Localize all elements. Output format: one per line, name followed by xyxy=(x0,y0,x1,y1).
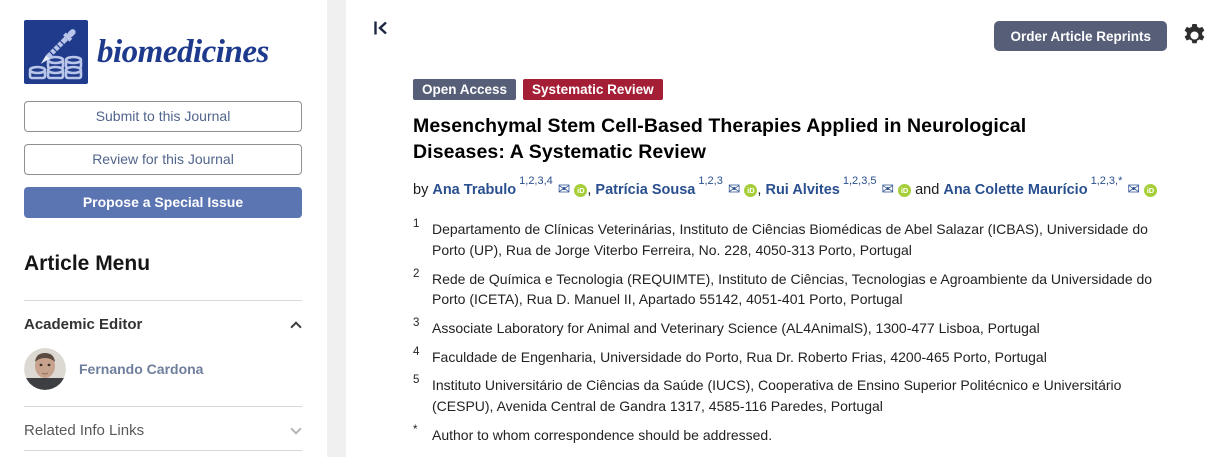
author-affiliation-sup: 1,2,3,4 xyxy=(519,174,553,187)
author-separator: and xyxy=(911,181,944,198)
affiliation-text: Rede de Química e Tecnologia (REQUIMTE),… xyxy=(432,270,1153,308)
review-for-journal-button[interactable]: Review for this Journal xyxy=(24,144,302,175)
submit-to-journal-button[interactable]: Submit to this Journal xyxy=(24,101,302,132)
author-name-link[interactable]: Ana Trabulo xyxy=(432,181,517,198)
related-info-links-label: Related Info Links xyxy=(24,422,145,439)
author-affiliation-sup: 1,2,3,* xyxy=(1090,174,1123,187)
affiliation-row: 2 Rede de Química e Tecnologia (REQUIMTE… xyxy=(413,267,1161,310)
article-menu-heading: Article Menu xyxy=(24,252,151,275)
article-badges: Open Access Systematic Review xyxy=(413,79,1173,100)
affiliation-text: Author to whom correspondence should be … xyxy=(432,426,773,443)
affiliation-number: 2 xyxy=(413,267,420,280)
author-byline: by Ana Trabulo1,2,3,4 ✉ iD, Patrícia Sousa… xyxy=(413,175,1157,202)
academic-editor-entry: Fernando Cardona xyxy=(24,348,302,390)
affiliation-text: Instituto Universitário de Ciências da S… xyxy=(432,377,1122,415)
affiliation-row: 4 Faculdade de Engenharia, Universidade … xyxy=(413,345,1161,368)
journal-logo[interactable]: biomedicines xyxy=(24,20,302,84)
author-separator: , xyxy=(757,181,766,198)
author-name-link[interactable]: Patrícia Sousa xyxy=(595,181,696,198)
email-icon[interactable]: ✉ xyxy=(557,180,571,198)
affiliations-list: 1 Departamento de Clínicas Veterinárias,… xyxy=(413,218,1161,446)
affiliation-row: 3 Associate Laboratory for Animal and Ve… xyxy=(413,317,1161,339)
related-info-links-toggle[interactable]: Related Info Links xyxy=(24,407,302,450)
academic-editor-section-toggle[interactable]: Academic Editor xyxy=(24,301,302,344)
divider xyxy=(24,300,302,301)
propose-special-issue-button[interactable]: Propose a Special Issue xyxy=(24,187,302,218)
email-icon[interactable]: ✉ xyxy=(881,180,895,198)
editor-name-link[interactable]: Fernando Cardona xyxy=(79,361,204,377)
affiliation-number: 4 xyxy=(413,345,420,358)
chevron-down-icon xyxy=(290,422,302,435)
affiliation-number: 1 xyxy=(413,218,420,231)
orcid-icon[interactable]: iD xyxy=(574,183,588,197)
chevron-up-icon xyxy=(290,320,302,333)
author-name-link[interactable]: Ana Colette Maurício xyxy=(943,181,1088,198)
gear-icon[interactable] xyxy=(1181,22,1208,49)
editor-avatar xyxy=(24,348,66,390)
article-content: Open Access Systematic Review Mesenchyma… xyxy=(413,79,1173,454)
collapse-sidebar-icon[interactable] xyxy=(372,19,390,37)
affiliation-text: Departamento de Clínicas Veterinárias, I… xyxy=(432,221,1148,258)
affiliation-row: 1 Departamento de Clínicas Veterinárias,… xyxy=(413,218,1161,260)
affiliation-row: * Author to whom correspondence should b… xyxy=(413,423,1161,446)
affiliation-number: 3 xyxy=(413,317,420,330)
author: Ana Colette Maurício1,2,3,* ✉ iD xyxy=(943,175,1157,198)
affiliation-text: Faculdade de Engenharia, Universidade do… xyxy=(432,348,1047,365)
academic-editor-label: Academic Editor xyxy=(24,316,143,333)
author-name-link[interactable]: Rui Alvites xyxy=(765,181,840,198)
author: Patrícia Sousa1,2,3 ✉ iD xyxy=(595,175,758,198)
sidebar: biomedicines Submit to this Journal Revi… xyxy=(0,0,327,457)
affiliation-text: Associate Laboratory for Animal and Vete… xyxy=(432,320,1040,337)
open-access-badge[interactable]: Open Access xyxy=(413,79,517,100)
orcid-icon[interactable]: iD xyxy=(1143,183,1157,197)
email-icon[interactable]: ✉ xyxy=(1127,180,1140,198)
order-article-reprints-button[interactable]: Order Article Reprints xyxy=(994,21,1167,51)
affiliation-row: 5 Instituto Universitário de Ciências da… xyxy=(413,374,1161,416)
orcid-icon[interactable]: iD xyxy=(744,183,758,197)
byline-prefix: by xyxy=(413,181,433,198)
email-icon[interactable]: ✉ xyxy=(727,180,741,198)
affiliation-number: * xyxy=(413,423,418,436)
divider xyxy=(24,406,302,407)
journal-wordmark[interactable]: biomedicines xyxy=(97,33,269,70)
author-affiliation-sup: 1,2,3,5 xyxy=(842,174,877,187)
orcid-icon[interactable]: iD xyxy=(898,183,912,197)
author: Rui Alvites1,2,3,5 ✉ iD xyxy=(765,175,912,198)
article-main-panel: Order Article Reprints Open Access Syste… xyxy=(346,0,1225,457)
author-affiliation-sup: 1,2,3 xyxy=(698,174,723,187)
author: Ana Trabulo1,2,3,4 ✉ iD xyxy=(432,175,588,198)
article-type-badge: Systematic Review xyxy=(523,79,663,100)
affiliation-number: 5 xyxy=(413,374,420,387)
author-separator: , xyxy=(587,181,596,198)
divider xyxy=(24,450,302,451)
article-title: Mesenchymal Stem Cell-Based Therapies Ap… xyxy=(413,115,1027,163)
journal-logo-icon xyxy=(24,20,88,84)
